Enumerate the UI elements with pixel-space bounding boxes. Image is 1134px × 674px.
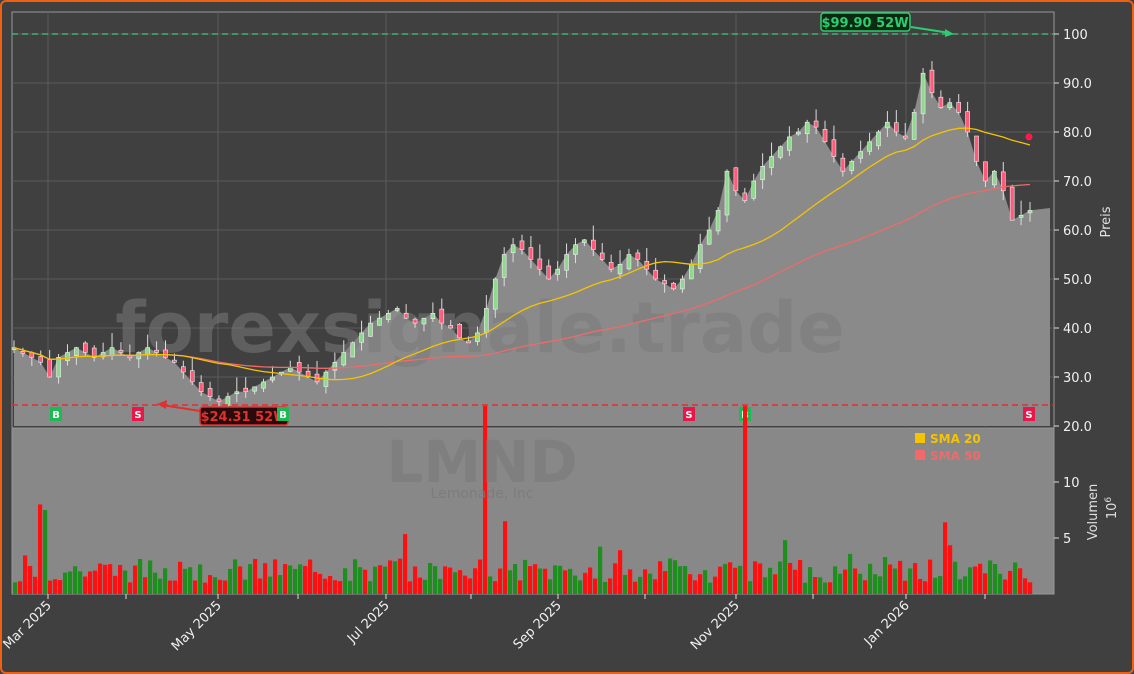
volume-axis-label: Volumen (1086, 484, 1101, 541)
legend: SMA 20 SMA 50 (915, 432, 981, 463)
volume-panel (11, 427, 1055, 595)
svg-text:$24.31 52W: $24.31 52W (200, 410, 287, 425)
svg-text:Jan 2026: Jan 2026 (861, 598, 913, 650)
price-area (14, 73, 1050, 426)
date-axis: Mar 2025 May 2025 Jul 2025 Sep 2025 Nov 2025… (1, 594, 986, 654)
volume-axis: 5 10 (1054, 476, 1080, 547)
company-watermark: Lemonade, Inc (431, 486, 534, 502)
svg-text:Sep 2025: Sep 2025 (511, 598, 565, 652)
sma50-legend-swatch (915, 450, 925, 460)
high-52w-annotation: $99.90 52W (820, 12, 954, 37)
sell-signal-marker: S (1023, 407, 1035, 421)
volume-bars (13, 405, 1033, 594)
svg-text:20.0: 20.0 (1063, 420, 1092, 435)
svg-text:40.0: 40.0 (1063, 322, 1092, 337)
ticker-watermark: LMND (386, 428, 577, 496)
svg-text:B: B (52, 410, 60, 421)
sell-signal-marker: S (683, 407, 695, 421)
svg-text:80.0: 80.0 (1063, 126, 1092, 141)
sma20-line (13, 127, 1031, 381)
price-axis-label: Preis (1099, 206, 1114, 237)
svg-text:Nov 2025: Nov 2025 (688, 598, 743, 653)
watermark-text: forexsignale.trade (115, 287, 844, 369)
svg-text:S: S (134, 410, 141, 421)
svg-text:B: B (279, 410, 287, 421)
svg-text:$99.90 52W: $99.90 52W (821, 16, 908, 31)
svg-text:50.0: 50.0 (1063, 273, 1092, 288)
buy-signal-marker: B (50, 407, 62, 421)
svg-text:70.0: 70.0 (1063, 175, 1092, 190)
svg-text:May 2025: May 2025 (169, 598, 225, 654)
svg-text:Mar 2025: Mar 2025 (1, 598, 55, 652)
svg-text:10: 10 (1063, 476, 1080, 491)
svg-text:60.0: 60.0 (1063, 224, 1092, 239)
svg-text:S: S (685, 410, 692, 421)
sma20-legend-swatch (915, 433, 925, 443)
sma50-legend-label: SMA 50 (930, 449, 981, 463)
price-axis: 20.0 30.0 40.0 50.0 60.0 70.0 80.0 90.0 100 (1054, 28, 1092, 435)
volume-scale-label: 106 (1104, 497, 1120, 520)
low-52w-annotation: $24.31 52W (157, 400, 289, 426)
buy-signal-marker: B (277, 407, 289, 421)
sma20-legend-label: SMA 20 (930, 432, 981, 446)
sell-signal-marker: S (132, 407, 144, 421)
svg-text:100: 100 (1063, 28, 1088, 43)
svg-text:90.0: 90.0 (1063, 77, 1092, 92)
svg-text:Jul 2025: Jul 2025 (344, 598, 393, 647)
svg-text:5: 5 (1063, 532, 1071, 547)
svg-text:S: S (1025, 410, 1032, 421)
svg-text:30.0: 30.0 (1063, 371, 1092, 386)
